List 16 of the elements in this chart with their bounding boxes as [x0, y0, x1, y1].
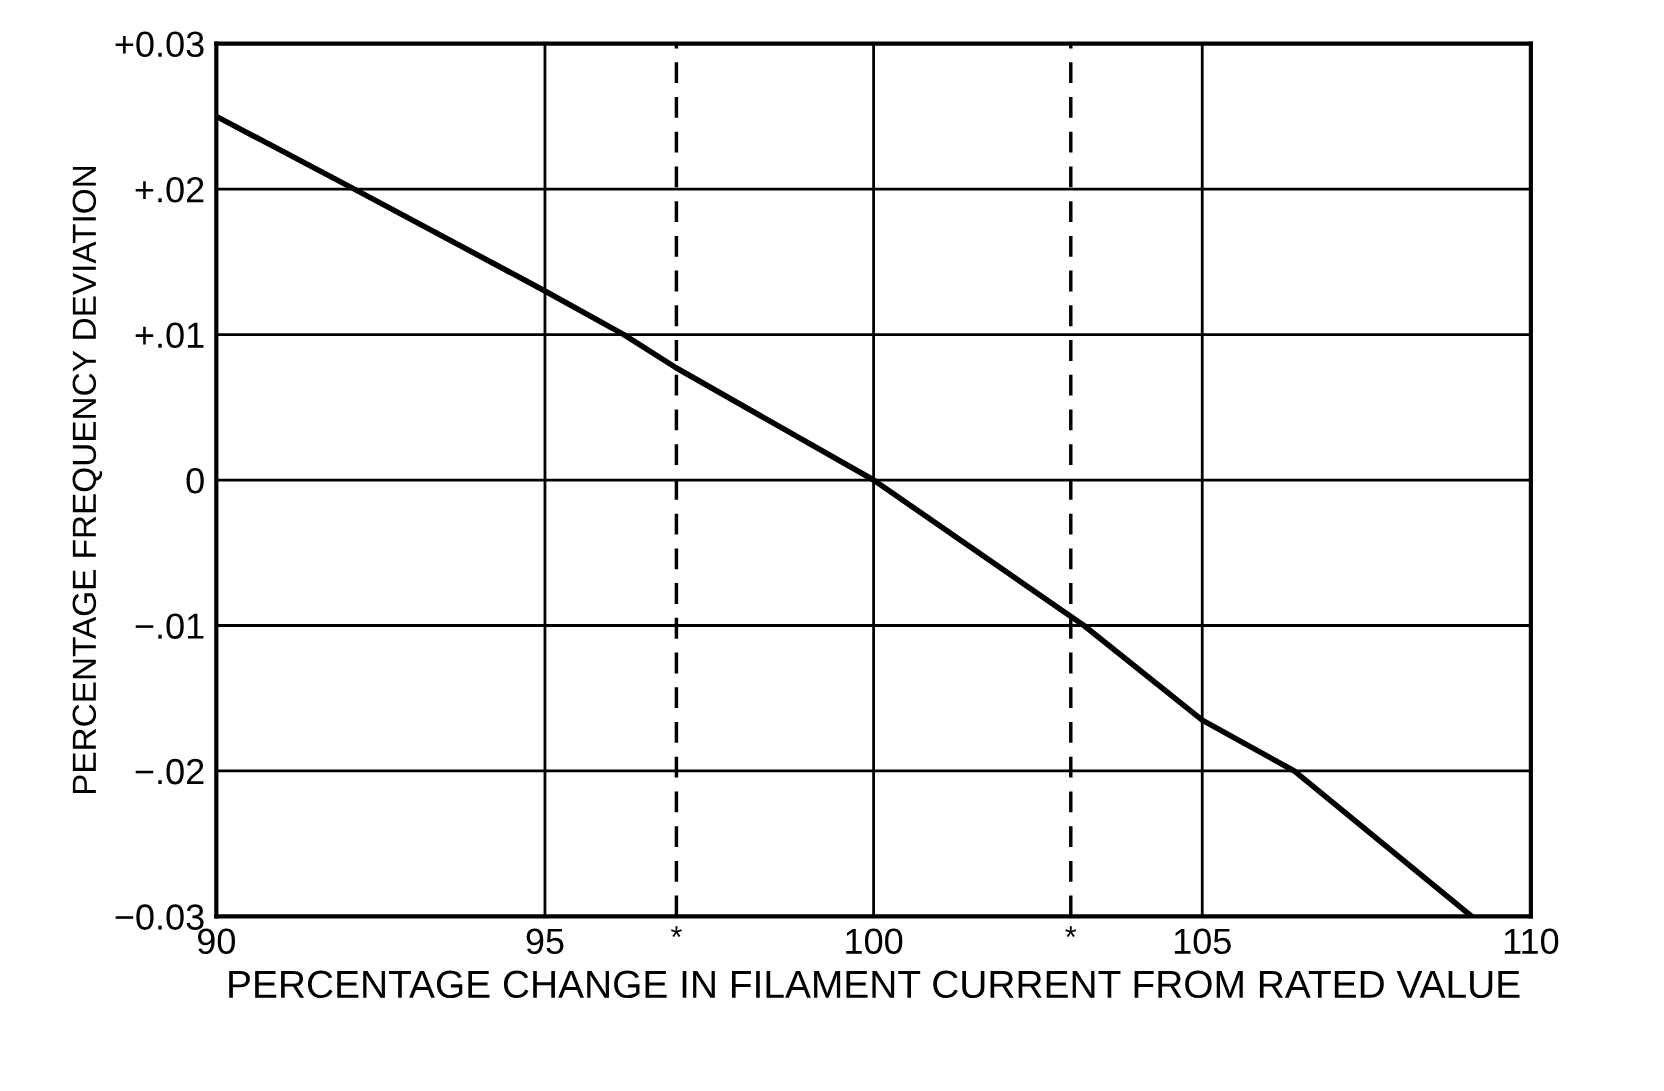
x-tick-label: 110: [1504, 928, 1559, 955]
y-tick-label: −0.03: [115, 904, 204, 930]
y-tick-label: +0.03: [115, 31, 204, 58]
x-tick-label: 90: [197, 928, 235, 955]
y-tick-label: −.02: [135, 758, 204, 785]
y-tick-label: −.01: [135, 613, 204, 639]
x-tick-label: 105: [1174, 928, 1231, 955]
y-tick-label: 0: [186, 467, 204, 494]
y-axis-title: PERCENTAGE FREQUENCY DEVIATION: [72, 166, 103, 794]
x-tick-label: 100: [846, 928, 903, 955]
y-tick-label: +.01: [135, 322, 204, 349]
y-tick-label: +.02: [135, 176, 204, 203]
x-tick-label: 95: [526, 928, 564, 955]
ref-line-label: *: [1065, 926, 1077, 938]
ref-line-label: *: [670, 926, 682, 938]
x-axis-title: PERCENTAGE CHANGE IN FILAMENT CURRENT FROM RATED VALUE: [229, 970, 1520, 999]
